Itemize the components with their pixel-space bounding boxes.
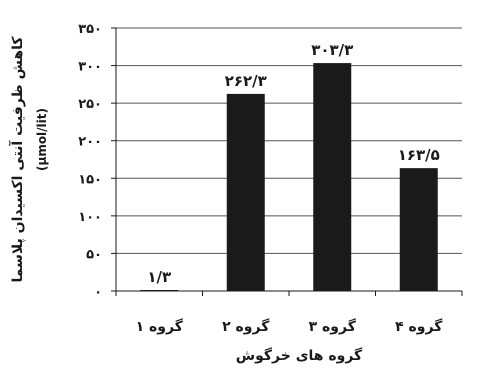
data-label: ۱۶۳/۵ — [398, 146, 440, 164]
data-label: ۲۶۲/۳ — [225, 72, 267, 90]
y-tick-label: ۳۵۰ — [78, 22, 102, 37]
y-tick-label: ۵۰ — [86, 247, 102, 262]
y-axis-title: کاهش ظرفیت آنتی اکسیدان پلاسما — [8, 36, 26, 283]
x-axis-ticks: گروه ۱ گروه ۲ گروه ۳ گروه ۴ — [115, 291, 463, 335]
y-tick-label: ۲۵۰ — [78, 97, 102, 112]
y-tick-label: ۱۵۰ — [78, 172, 102, 187]
bar — [226, 93, 265, 291]
bar — [399, 168, 438, 291]
data-labels: ۱/۳ ۲۶۲/۳ ۳۰۳/۳ ۱۶۳/۵ — [147, 41, 439, 286]
x-tick-label: گروه ۱ — [136, 318, 184, 335]
y-tick-label: ۰ — [94, 285, 102, 300]
y-axis-ticks: ۰ ۵۰ ۱۰۰ ۱۵۰ ۲۰۰ ۲۵۰ ۳۰۰ ۳۵۰ — [78, 22, 116, 300]
bars — [140, 63, 438, 292]
x-axis-title: گروه های خرگوش — [236, 347, 363, 364]
x-tick-label: گروه ۳ — [309, 318, 357, 335]
gridlines — [116, 27, 462, 254]
data-label: ۱/۳ — [147, 268, 171, 286]
bar — [313, 63, 352, 292]
data-label: ۳۰۳/۳ — [311, 41, 353, 59]
x-tick-label: گروه ۴ — [395, 318, 443, 335]
y-tick-label: ۱۰۰ — [78, 210, 102, 225]
y-tick-label: ۲۰۰ — [78, 135, 102, 150]
x-tick-label: گروه ۲ — [222, 318, 270, 335]
y-tick-label: ۳۰۰ — [78, 60, 102, 75]
y-axis-unit: (μmol/lit) — [35, 108, 49, 171]
